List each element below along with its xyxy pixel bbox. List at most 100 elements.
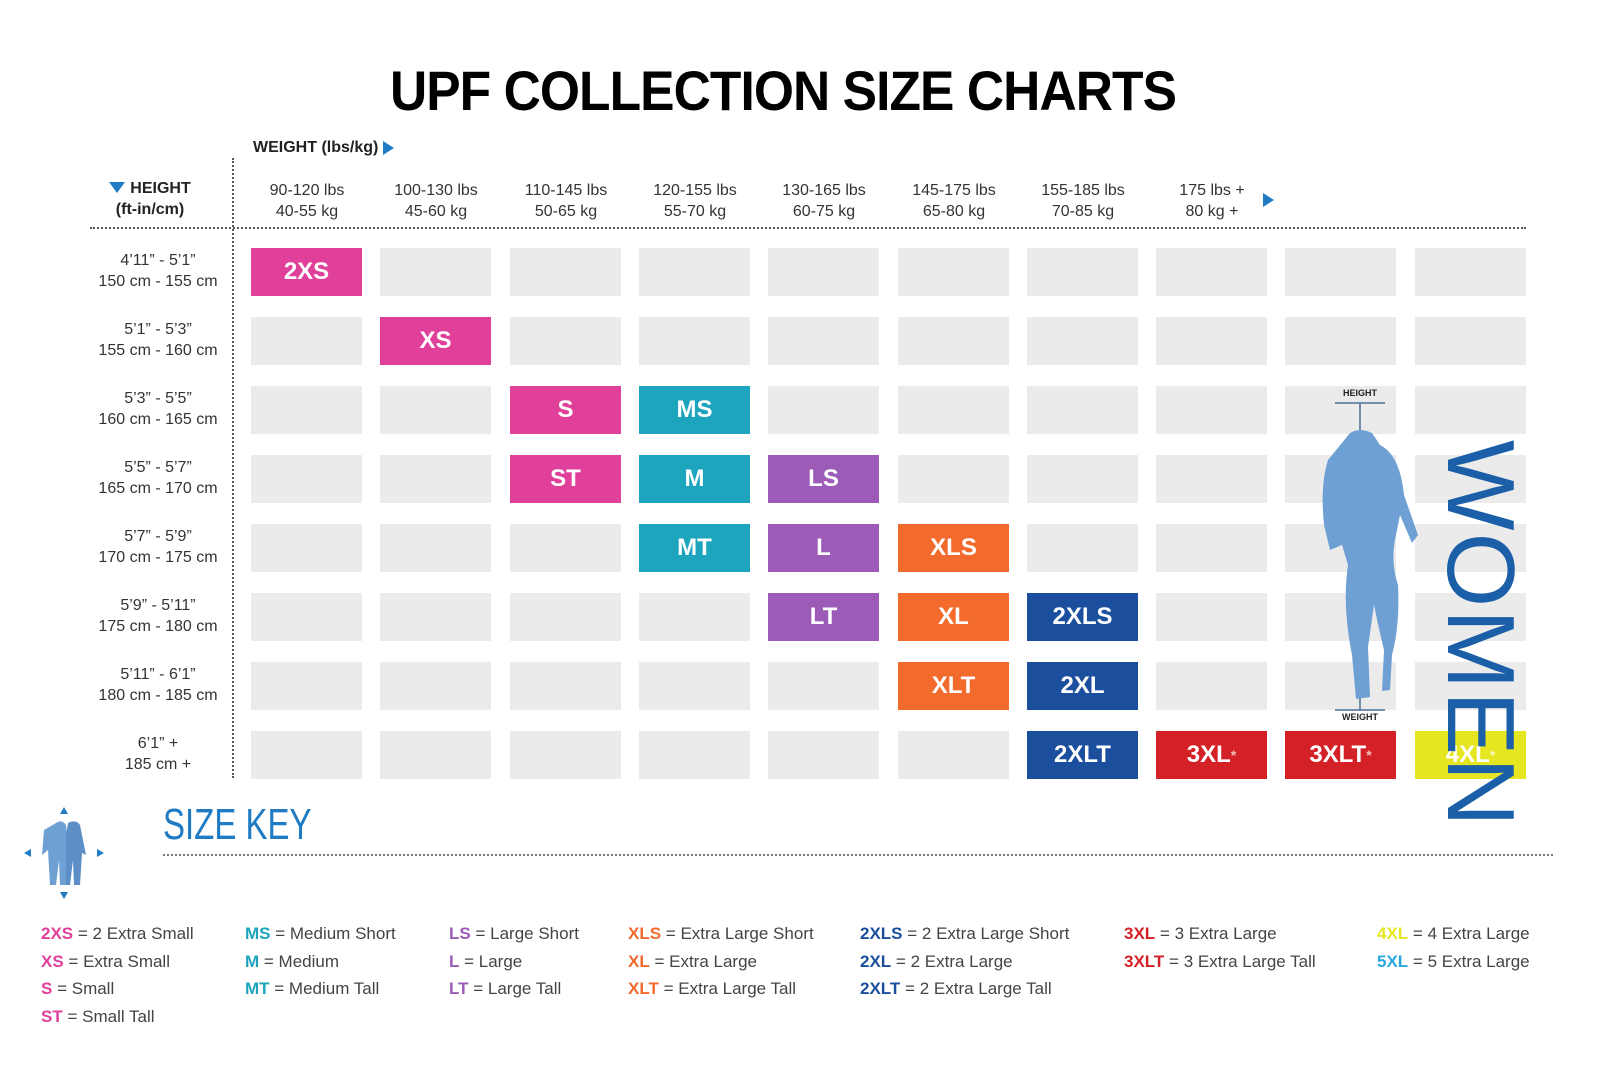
size-key-item: 2XS = 2 Extra Small xyxy=(41,920,194,948)
arrow-down-icon xyxy=(109,182,126,193)
height-cm: 170 cm - 175 cm xyxy=(98,549,218,566)
empty-cell xyxy=(639,248,750,296)
weight-axis-text: WEIGHT (lbs/kg) xyxy=(253,139,379,156)
size-label: XLS xyxy=(930,534,977,561)
size-key-desc: = Extra Large Short xyxy=(665,924,814,943)
height-cm: 180 cm - 185 cm xyxy=(98,687,218,704)
size-key-item: LS = Large Short xyxy=(449,920,579,948)
weight-lbs: 100-130 lbs xyxy=(394,182,478,199)
height-cm: 185 cm + xyxy=(124,756,192,773)
size-key-abbr: 2XS xyxy=(41,924,74,943)
size-label: LT xyxy=(809,603,838,630)
empty-cell xyxy=(251,317,362,365)
empty-cell xyxy=(1415,455,1526,503)
empty-cell xyxy=(1415,524,1526,572)
size-label: ST xyxy=(550,465,581,492)
empty-cell xyxy=(1415,386,1526,434)
size-label: L xyxy=(816,534,831,561)
weight-column-header: 145-175 lbs 65-80 kg xyxy=(889,180,1019,222)
weight-kg: 60-75 kg xyxy=(792,203,856,220)
empty-cell xyxy=(380,386,491,434)
size-footnote-mark: * xyxy=(1489,747,1496,763)
size-cell: XS xyxy=(380,317,491,365)
size-key-desc: = 3 Extra Large xyxy=(1159,924,1277,943)
size-key-item: 2XLT = 2 Extra Large Tall xyxy=(860,975,1069,1003)
empty-cell xyxy=(510,524,621,572)
size-key-desc: = Large Short xyxy=(475,924,579,943)
size-key-desc: = 2 Extra Small xyxy=(77,924,194,943)
empty-cell xyxy=(510,731,621,779)
empty-cell xyxy=(1156,455,1267,503)
height-ft: 5’7” - 5’9” xyxy=(124,528,192,545)
height-cm: 155 cm - 160 cm xyxy=(98,342,218,359)
size-label: 4XL xyxy=(1445,741,1490,768)
empty-cell xyxy=(380,662,491,710)
empty-cell xyxy=(1156,662,1267,710)
size-label: MT xyxy=(677,534,712,561)
size-label: 2XS xyxy=(283,258,330,285)
empty-cell xyxy=(898,386,1009,434)
size-cell: S xyxy=(510,386,621,434)
size-footnote-mark: * xyxy=(1230,747,1237,763)
empty-cell xyxy=(1027,317,1138,365)
size-key-item: XLS = Extra Large Short xyxy=(628,920,814,948)
weight-kg: 55-70 kg xyxy=(663,203,727,220)
size-key-item: XL = Extra Large xyxy=(628,948,814,976)
body-size-icon xyxy=(24,807,104,899)
size-label: 3XLT xyxy=(1309,741,1367,768)
size-key-desc: = Extra Small xyxy=(68,951,170,971)
height-ft: 5’3” - 5’5” xyxy=(124,390,192,407)
empty-cell xyxy=(1415,593,1526,641)
height-cm: 165 cm - 170 cm xyxy=(98,480,218,497)
size-cell: 2XL xyxy=(1027,662,1138,710)
weight-kg: 65-80 kg xyxy=(922,203,986,220)
size-key-abbr: L xyxy=(449,951,460,971)
weight-column-header: 110-145 lbs 50-65 kg xyxy=(501,180,631,222)
size-label: MS xyxy=(676,396,713,423)
size-key-item: XS = Extra Small xyxy=(41,948,194,976)
size-key-abbr: LS xyxy=(449,924,471,943)
size-cell: 4XL * xyxy=(1415,731,1526,779)
height-row-header: 4’11” - 5’1” 150 cm - 155 cm xyxy=(80,250,236,292)
size-key-item: LT = Large Tall xyxy=(449,975,579,1003)
height-row-header: 5’9” - 5’11” 175 cm - 180 cm xyxy=(80,595,236,637)
page-title: UPF COLLECTION SIZE CHARTS xyxy=(389,59,1177,122)
empty-cell xyxy=(1156,593,1267,641)
empty-cell xyxy=(639,662,750,710)
empty-cell xyxy=(1027,386,1138,434)
empty-cell xyxy=(1156,524,1267,572)
size-key-abbr: 5XL xyxy=(1377,951,1409,971)
height-ft: 5’11” - 6’1” xyxy=(120,666,196,683)
weight-lbs: 130-165 lbs xyxy=(782,182,866,199)
empty-cell xyxy=(1027,455,1138,503)
height-cm: 175 cm - 180 cm xyxy=(98,618,218,635)
weight-lbs: 145-175 lbs xyxy=(912,182,996,199)
size-key-abbr: MT xyxy=(245,979,270,998)
size-key-desc: = Small xyxy=(57,979,115,998)
weight-column-header: 155-185 lbs 70-85 kg xyxy=(1018,180,1148,222)
empty-cell xyxy=(639,593,750,641)
size-key-desc: = Medium Short xyxy=(275,924,396,943)
size-label: XLT xyxy=(931,672,976,699)
size-key-desc: = Medium xyxy=(263,951,340,971)
size-key-abbr: 3XL xyxy=(1124,924,1156,943)
height-ft: 5’9” - 5’11” xyxy=(120,597,196,614)
size-key-item: 3XL = 3 Extra Large xyxy=(1124,920,1316,948)
size-key-abbr: 2XLT xyxy=(860,979,901,998)
empty-cell xyxy=(639,731,750,779)
size-key-item: 2XL = 2 Extra Large xyxy=(860,948,1069,976)
weight-column-header: 120-155 lbs 55-70 kg xyxy=(630,180,760,222)
weight-lbs: 175 lbs + xyxy=(1179,182,1245,199)
height-ft: 4’11” - 5’1” xyxy=(120,252,196,269)
empty-cell xyxy=(898,248,1009,296)
empty-cell xyxy=(898,731,1009,779)
empty-cell xyxy=(1285,386,1396,434)
size-label: 2XLT xyxy=(1054,741,1111,768)
vertical-divider xyxy=(232,158,234,778)
size-key-column: 3XL = 3 Extra Large 3XLT = 3 Extra Large … xyxy=(1124,920,1316,975)
height-row-header: 5’7” - 5’9” 170 cm - 175 cm xyxy=(80,526,236,568)
empty-cell xyxy=(1027,524,1138,572)
size-label: M xyxy=(684,465,705,492)
size-cell: XLS xyxy=(898,524,1009,572)
weight-column-header: 175 lbs + 80 kg + xyxy=(1147,180,1277,222)
